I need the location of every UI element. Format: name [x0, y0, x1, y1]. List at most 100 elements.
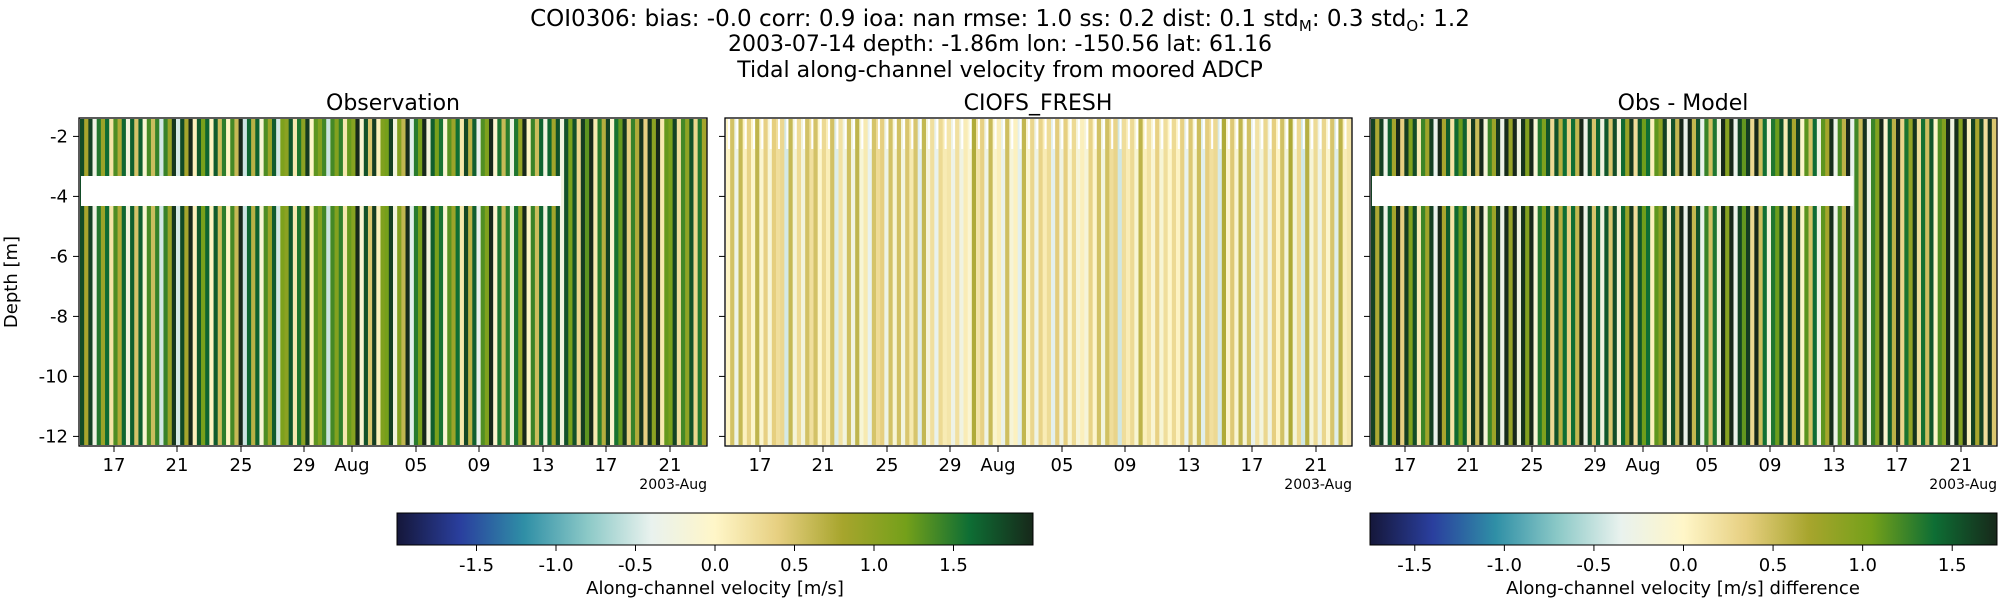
heatmap-column: [1005, 119, 1010, 445]
heatmap-column: [1904, 119, 1909, 445]
heatmap-column: [1708, 119, 1714, 445]
heatmap-column: [909, 119, 914, 445]
heatmap-column: [109, 119, 114, 445]
heatmap-column: [251, 119, 256, 445]
heatmap-column: [605, 119, 611, 445]
heatmap-column: [984, 119, 989, 445]
heatmap-column: [1671, 119, 1676, 445]
x-tick-label: 25: [876, 455, 899, 476]
heatmap-column: [1226, 119, 1231, 445]
heatmap-column: [1696, 119, 1701, 445]
heatmap-gap: [1136, 119, 1139, 149]
heatmap-column: [1579, 119, 1584, 445]
colorbar-difference: -1.5 -1.0 -0.5 0.0 0.5 1.0 1.5 Along-channel v…: [1369, 512, 1998, 599]
heatmap-column: [1088, 119, 1094, 445]
y-tick-label: -2: [50, 126, 68, 147]
heatmap-column: [1437, 119, 1443, 445]
heatmap-column: [838, 119, 844, 445]
heatmap-column: [175, 119, 181, 445]
heatmap-column: [1741, 119, 1747, 445]
heatmap-column: [1829, 119, 1834, 445]
colorbar-label: Along-channel velocity [m/s]: [586, 578, 844, 599]
y-tick-label: -4: [50, 186, 68, 207]
heatmap-column: [1479, 119, 1484, 445]
heatmap-column: [438, 119, 444, 445]
heatmap-gap: [869, 119, 872, 149]
heatmap-column: [639, 119, 644, 445]
heatmap-column: [830, 119, 835, 445]
heatmap-column: [413, 119, 419, 445]
heatmap-column: [817, 119, 823, 445]
heatmap-column: [1537, 119, 1543, 445]
heatmap-gap: [1294, 119, 1297, 149]
heatmap-gap: [1144, 119, 1147, 149]
colorbar-ticks: -1.5 -1.0 -0.5 0.0 0.5 1.0 1.5: [1397, 545, 1967, 576]
heatmap-column: [1296, 119, 1302, 445]
heatmap-column: [1155, 119, 1160, 445]
heatmap-gap: [836, 119, 839, 149]
panel-title: Observation: [326, 91, 460, 116]
heatmap-column: [1321, 119, 1327, 445]
x-tick-label: 05: [405, 455, 428, 476]
heatmap-column: [1879, 119, 1884, 445]
colorbar-tick-label: 1.0: [1848, 555, 1877, 576]
heatmap-column: [167, 119, 173, 445]
heatmap-column: [888, 119, 894, 445]
heatmap-column: [1816, 119, 1822, 445]
heatmap-column: [1383, 119, 1389, 445]
heatmap-column: [1787, 119, 1793, 445]
heatmap-column: [1921, 119, 1926, 445]
heatmap-gap: [786, 119, 789, 149]
heatmap-column: [584, 119, 590, 445]
heatmap-column: [1971, 119, 1976, 445]
heatmap-gap: [952, 119, 955, 149]
heatmap-column: [1875, 119, 1880, 445]
y-tick-label: -10: [39, 366, 68, 387]
panel-title: CIOFS_FRESH: [964, 91, 1113, 116]
heatmap-column: [846, 119, 852, 445]
heatmap-gap: [844, 119, 847, 149]
heatmap-column: [826, 119, 831, 445]
heatmap-column: [951, 119, 956, 445]
heatmap-column: [742, 119, 748, 445]
heatmap-column: [568, 119, 573, 445]
heatmap-column: [905, 119, 910, 445]
heatmap-column: [142, 119, 148, 445]
heatmap-column: [246, 119, 252, 445]
heatmap-column: [1529, 119, 1534, 445]
heatmap-column: [213, 119, 219, 445]
heatmap-column: [1541, 119, 1547, 445]
heatmap-column: [1176, 119, 1181, 445]
heatmap-column: [1446, 119, 1451, 445]
heatmap-column: [809, 119, 814, 445]
heatmap-column: [1338, 119, 1344, 445]
heatmap-column: [555, 119, 561, 445]
heatmap-column: [651, 119, 657, 445]
heatmap-column: [1346, 119, 1352, 445]
heatmap-column: [1958, 119, 1964, 445]
panel-model: CIOFS_FRESH 17 21 25 29 Aug 05 09 13 17 …: [719, 91, 1353, 493]
heatmap-column: [1491, 119, 1497, 445]
heatmap-column: [1600, 119, 1605, 445]
heatmap-column: [1758, 119, 1764, 445]
heatmap-column: [1276, 119, 1281, 445]
heatmap-column: [1063, 119, 1069, 445]
heatmap-column: [334, 119, 340, 445]
heatmap-column: [313, 119, 319, 445]
heatmap-column: [614, 119, 619, 445]
heatmap-gap: [877, 119, 880, 149]
heatmap-gap: [1244, 119, 1247, 149]
heatmap-gap: [886, 119, 889, 149]
colorbar-tick-label: -1.5: [1397, 555, 1432, 576]
heatmap-column: [1779, 119, 1784, 445]
heatmap-column: [942, 119, 948, 445]
heatmap-column: [100, 119, 106, 445]
heatmap-gap: [1061, 119, 1064, 149]
heatmap-column: [892, 119, 898, 445]
heatmap-gap: [1186, 119, 1189, 149]
heatmap-column: [1138, 119, 1144, 445]
heatmap-column: [1217, 119, 1223, 445]
heatmap-column: [134, 119, 139, 445]
colorbar-label: Along-channel velocity [m/s] difference: [1506, 578, 1860, 599]
heatmap-column: [1783, 119, 1789, 445]
